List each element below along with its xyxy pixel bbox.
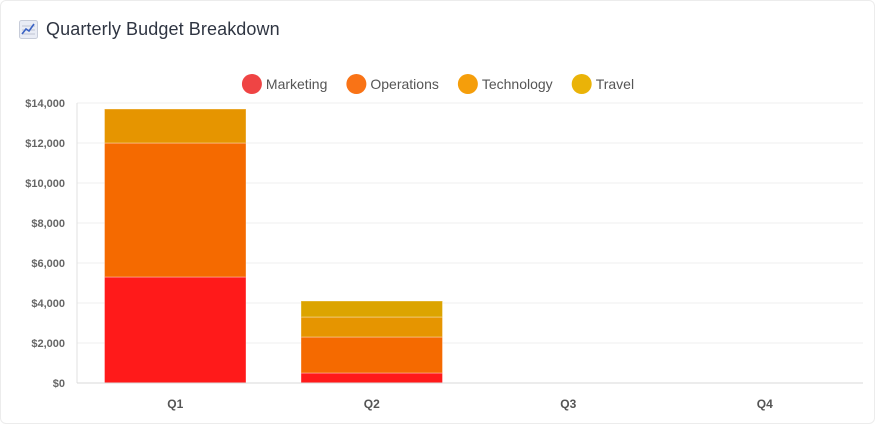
bar-segment-operations-q1[interactable] bbox=[104, 142, 247, 278]
y-tick-label: $8,000 bbox=[31, 218, 65, 230]
legend-label: Technology bbox=[482, 76, 553, 92]
legend-swatch bbox=[457, 74, 478, 94]
chart-header: Quarterly Budget Breakdown bbox=[19, 17, 280, 41]
legend-swatch bbox=[346, 74, 367, 94]
y-axis: $0 $2,000 $4,000 $6,000 $8,000 $10,000 $12,000… bbox=[25, 98, 78, 390]
legend-item-technology[interactable]: Technology bbox=[457, 74, 553, 94]
y-tick-label: $6,000 bbox=[31, 258, 65, 270]
y-tick-label: $10,000 bbox=[25, 178, 65, 190]
x-axis: Q1 Q2 Q3 Q4 bbox=[77, 382, 863, 411]
bar-segment-marketing-q2[interactable] bbox=[300, 372, 443, 384]
legend-item-operations[interactable]: Operations bbox=[346, 74, 439, 94]
x-tick-label: Q4 bbox=[757, 397, 773, 411]
line-chart-icon bbox=[19, 19, 38, 39]
page-title: Quarterly Budget Breakdown bbox=[46, 18, 280, 39]
legend: Marketing Operations Technology Travel bbox=[241, 74, 634, 94]
bar-segment-technology-q1[interactable] bbox=[104, 108, 247, 144]
y-tick-label: $2,000 bbox=[31, 338, 65, 350]
y-tick-label: $0 bbox=[53, 378, 65, 390]
bar-segment-technology-q2[interactable] bbox=[300, 316, 443, 338]
x-tick-label: Q1 bbox=[167, 397, 183, 411]
legend-label: Operations bbox=[370, 76, 438, 92]
y-tick-label: $12,000 bbox=[25, 138, 65, 150]
y-tick-label: $4,000 bbox=[31, 298, 65, 310]
x-tick-label: Q3 bbox=[560, 397, 576, 411]
legend-item-marketing[interactable]: Marketing bbox=[241, 74, 327, 94]
bar-segment-operations-q2[interactable] bbox=[300, 336, 443, 374]
bar-segment-travel-q2[interactable] bbox=[300, 300, 443, 318]
x-tick-label: Q2 bbox=[364, 397, 380, 411]
bars bbox=[104, 108, 443, 384]
y-tick-label: $14,000 bbox=[25, 98, 65, 110]
bar-segment-marketing-q1[interactable] bbox=[104, 276, 247, 384]
legend-item-travel[interactable]: Travel bbox=[571, 74, 634, 94]
legend-swatch bbox=[241, 74, 262, 94]
legend-label: Marketing bbox=[266, 76, 327, 92]
legend-swatch bbox=[571, 74, 592, 94]
legend-label: Travel bbox=[596, 76, 634, 92]
